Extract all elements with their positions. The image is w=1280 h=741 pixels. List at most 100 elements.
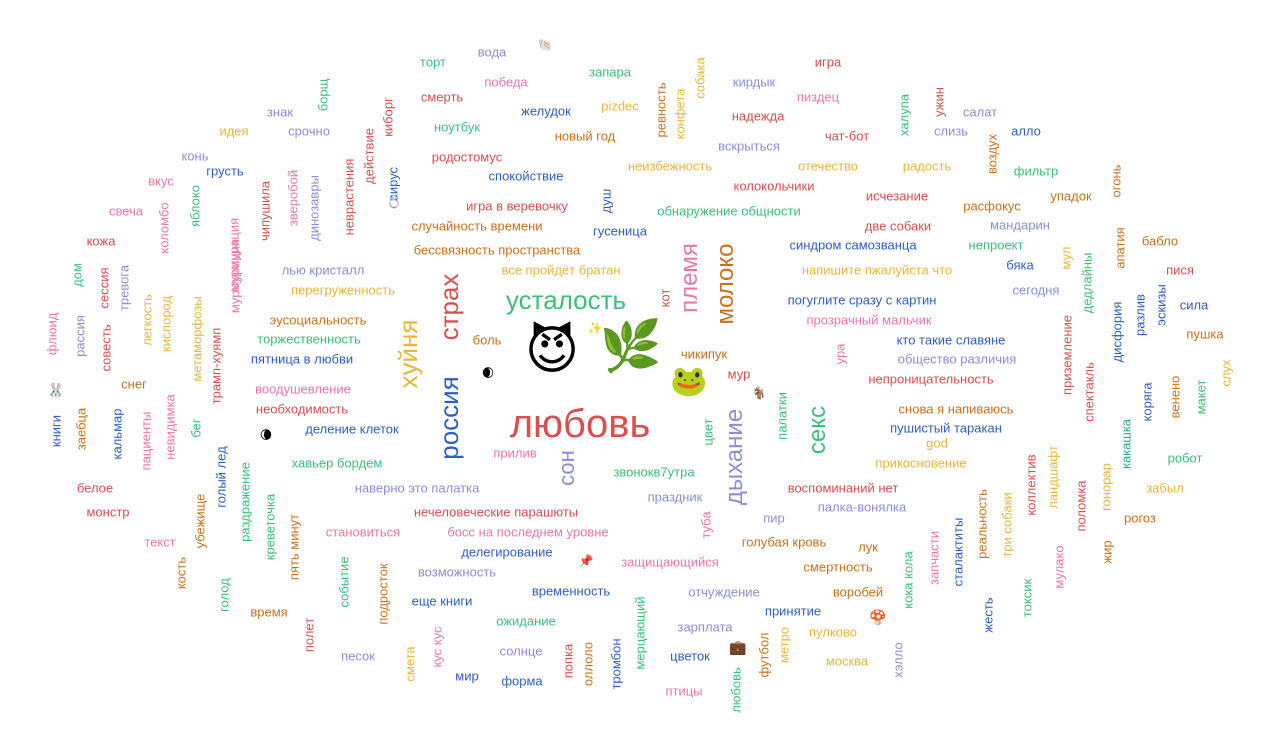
cloud-word: подросток bbox=[375, 563, 391, 625]
cloud-word: попка bbox=[560, 643, 576, 679]
cloud-word: метаморфозы bbox=[189, 296, 205, 382]
cloud-word: мерцающий bbox=[632, 596, 648, 670]
cloud-word: эскизы bbox=[1153, 284, 1169, 326]
cloud-word: голод bbox=[216, 578, 232, 612]
cloud-word: племя bbox=[676, 243, 703, 313]
herb-icon: 🌿 bbox=[599, 317, 663, 375]
cloud-word: гусеница bbox=[593, 223, 647, 239]
cloud-word: желудок bbox=[521, 103, 571, 119]
moon-icon: 🌒 bbox=[481, 366, 495, 380]
cloud-word: кирдык bbox=[732, 74, 776, 90]
cloud-word: невидимка bbox=[162, 394, 178, 460]
cloud-word: событие bbox=[336, 556, 352, 608]
cloud-word: цвет bbox=[700, 418, 716, 446]
cloud-word: три собаки bbox=[999, 492, 1015, 558]
sparkles-icon: ✨ bbox=[587, 321, 603, 335]
cloud-word: смертность bbox=[803, 559, 873, 575]
cloud-word: зверобой bbox=[285, 169, 301, 227]
cloud-word: игра bbox=[814, 54, 842, 70]
cloud-word: воодушевление bbox=[255, 381, 351, 397]
cloud-word: действие bbox=[361, 128, 377, 184]
cloud-word: борщ bbox=[315, 78, 331, 112]
cloud-word: фильтр bbox=[1013, 163, 1059, 179]
cloud-word: воспоминаний нет bbox=[787, 480, 899, 496]
cloud-word: деление клеток bbox=[305, 421, 399, 437]
cloud-word: знак bbox=[266, 104, 294, 120]
cloud-word: пушка bbox=[1186, 326, 1224, 342]
cloud-word: радость bbox=[902, 158, 952, 174]
cloud-word: торт bbox=[420, 54, 446, 70]
cloud-word: время bbox=[250, 604, 288, 620]
cloud-word: пушистый таракан bbox=[890, 420, 1002, 436]
cloud-word: робот bbox=[1167, 450, 1203, 466]
cloud-word: торжественность bbox=[257, 331, 361, 347]
cloud-word: сегодня bbox=[1012, 282, 1060, 298]
cloud-word: вскрыться bbox=[718, 138, 780, 154]
cloud-word: хуйня bbox=[393, 319, 423, 389]
cloud-word: ожидание bbox=[496, 613, 556, 629]
cloud-word: ландшафт bbox=[1045, 445, 1061, 509]
cloud-word: реальность bbox=[974, 489, 990, 559]
cloud-word: расфокус bbox=[963, 198, 1021, 214]
cloud-word: дом bbox=[69, 263, 85, 287]
cloud-word: пациенты bbox=[138, 411, 154, 471]
cloud-word: родостомус bbox=[431, 149, 503, 165]
cloud-word: прикосновение bbox=[875, 455, 967, 471]
cloud-word: непроект bbox=[968, 237, 1024, 253]
cloud-word: воздух bbox=[984, 133, 1000, 175]
cloud-word: исчезание bbox=[865, 188, 929, 204]
cloud-word: спектакль bbox=[1081, 362, 1097, 422]
cloud-word: снова я напиваюсь bbox=[898, 401, 1014, 417]
cloud-word: прилив bbox=[493, 445, 537, 461]
cloud-word: совесть bbox=[98, 324, 114, 372]
cloud-word: птицы bbox=[665, 683, 703, 699]
rabbit-icon: 🐰 bbox=[47, 383, 65, 399]
cloud-word: рассия bbox=[72, 315, 88, 357]
cloud-word: креветочка bbox=[262, 493, 278, 561]
cloud-word: бессвязность пространства bbox=[413, 242, 581, 258]
cloud-word: мандарин bbox=[990, 217, 1050, 233]
cloud-word: возможность bbox=[417, 564, 497, 580]
cloud-word: становиться bbox=[325, 524, 401, 540]
cloud-word: чикипук bbox=[680, 346, 728, 362]
cloud-word: наверно это палатка bbox=[354, 480, 480, 496]
cloud-word: дедлайны bbox=[1079, 252, 1095, 314]
cloud-word: зарплата bbox=[677, 619, 733, 635]
cloud-word: спокойствие bbox=[488, 168, 564, 184]
cloud-word: солнце bbox=[499, 643, 543, 659]
cloud-word: монстр bbox=[86, 504, 130, 520]
cloud-word: жесть bbox=[980, 597, 996, 633]
cloud-word: смета bbox=[402, 646, 418, 682]
cloud-word: палка-вонялка bbox=[817, 499, 907, 515]
cloud-word: победа bbox=[484, 74, 528, 90]
cloud-word: флюид bbox=[44, 312, 60, 356]
cloud-word: тревога bbox=[116, 264, 132, 312]
goat-icon: 🐐 bbox=[751, 386, 767, 400]
cloud-word: пися bbox=[1166, 262, 1194, 278]
cloud-word: убежище bbox=[192, 493, 208, 549]
cloud-word: ужин bbox=[931, 87, 947, 117]
cloud-word: коломбо bbox=[156, 202, 172, 254]
cloud-word: отчуждение bbox=[688, 584, 760, 600]
cloud-word: приземление bbox=[1059, 315, 1075, 395]
cloud-word: срочно bbox=[288, 123, 330, 139]
cloud-word: книги bbox=[48, 414, 64, 448]
cloud-word: вкус bbox=[148, 173, 174, 189]
cloud-word: мир bbox=[455, 668, 479, 684]
cloud-word: новый год bbox=[554, 128, 616, 144]
cloud-word: рогоз bbox=[1124, 510, 1156, 526]
cloud-word: бабло bbox=[1141, 233, 1179, 249]
cloud-word: пиздец bbox=[796, 89, 840, 105]
cloud-word: футбол bbox=[756, 632, 772, 678]
cloud-word: кока кола bbox=[900, 551, 916, 609]
cloud-word: белое bbox=[76, 480, 114, 496]
bird-icon: 🌘 bbox=[259, 428, 273, 442]
cloud-word: тромбон bbox=[608, 638, 624, 690]
cloud-word: ноутбук bbox=[433, 119, 481, 135]
cloud-word: слизь bbox=[933, 123, 969, 139]
cloud-word: макет bbox=[1193, 379, 1209, 415]
cloud-word: динозавры bbox=[306, 175, 322, 241]
cloud-word: лук bbox=[858, 539, 878, 555]
cloud-word: оллоло bbox=[580, 641, 596, 687]
